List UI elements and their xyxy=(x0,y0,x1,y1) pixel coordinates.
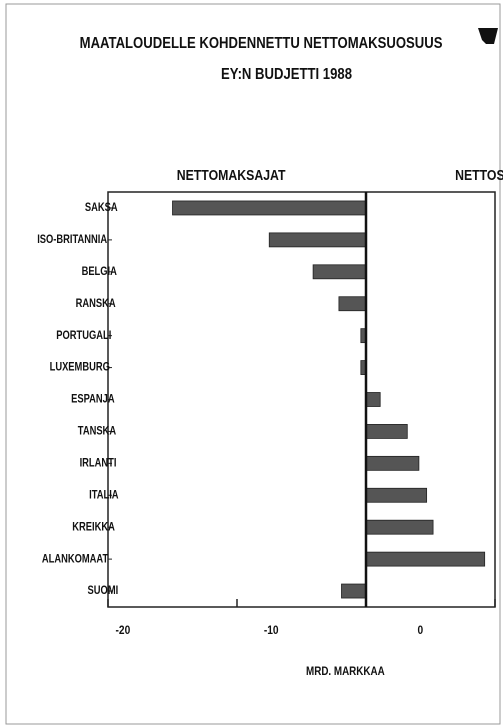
annotation: NETTOSAAJAT xyxy=(455,167,503,183)
plot-frame xyxy=(107,191,496,608)
annotation: NETTOMAKSAJAT xyxy=(177,167,286,183)
bar xyxy=(268,232,367,248)
bar xyxy=(312,264,367,280)
bar xyxy=(365,392,381,407)
y-tick-label: ISO-BRITANNIA xyxy=(37,233,107,246)
y-tick-label: PORTUGALI xyxy=(56,329,111,342)
x-tick-label: -20 xyxy=(116,624,131,637)
y-tick-label: LUXEMBURG xyxy=(50,361,110,374)
y-tick-label: ITALIA xyxy=(89,488,119,501)
y-tick-label: TANSKA xyxy=(78,425,116,438)
y-tick-label: RANSKA xyxy=(76,297,116,310)
y-tick-label: ESPANJA xyxy=(71,393,115,406)
y-tick-label: IRLANTI xyxy=(80,456,117,469)
y-tick-label: ALANKOMAAT xyxy=(42,552,109,565)
bar xyxy=(365,487,428,503)
y-tick-label: SUOMI xyxy=(88,584,119,597)
x-tick-label: -10 xyxy=(264,624,279,637)
y-tick-label: KREIKKA xyxy=(72,520,115,533)
x-tick-label: 0 xyxy=(418,624,424,637)
logo xyxy=(478,28,498,44)
bar xyxy=(172,200,367,216)
bar xyxy=(365,424,408,439)
page-border xyxy=(5,3,501,725)
bar xyxy=(341,583,367,599)
bar xyxy=(338,296,367,312)
y-tick-label: SAKSA xyxy=(85,201,118,214)
y-tick-label: BELGIA xyxy=(82,265,118,278)
x-axis-label: MRD. MARKKAA xyxy=(306,665,385,678)
chart-title: MAATALOUDELLE KOHDENNETTU NETTOMAKSUOSUU… xyxy=(80,35,443,52)
chart-subtitle: EY:N BUDJETTI 1988 xyxy=(221,66,352,83)
bar xyxy=(365,455,420,471)
bar xyxy=(365,551,486,567)
bar xyxy=(365,519,434,535)
